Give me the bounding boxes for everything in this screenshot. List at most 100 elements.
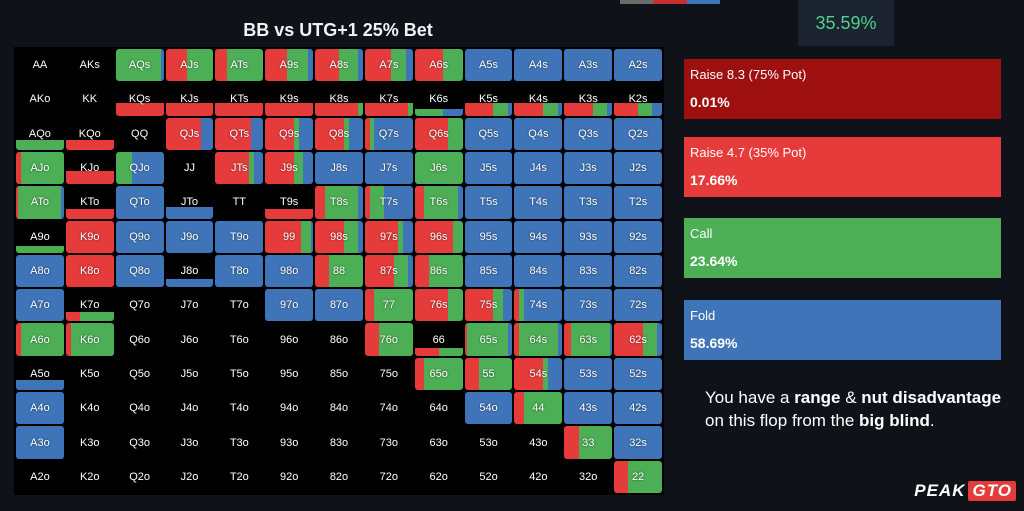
hand-cell-j3o[interactable]: J3o [166, 426, 214, 458]
hand-cell-66[interactable]: 66 [414, 323, 463, 356]
legend-raise-47[interactable]: Raise 4.7 (35% Pot) 17.66% [684, 137, 1001, 197]
hand-cell-k8s[interactable]: K8s [315, 83, 363, 116]
hand-cell-a8o[interactable]: A8o [16, 254, 64, 288]
hand-cell-j3s[interactable]: J3s [564, 151, 613, 185]
hand-cell-qts[interactable]: QTs [215, 117, 264, 150]
hand-cell-t3o[interactable]: T3o [215, 426, 263, 458]
hand-cell-aqo[interactable]: AQo [16, 118, 64, 150]
hand-cell-q3o[interactable]: Q3o [116, 426, 164, 458]
hand-cell-82s[interactable]: 82s [614, 254, 662, 288]
hand-cell-33[interactable]: 33 [564, 426, 613, 459]
hand-cell-q7o[interactable]: Q7o [116, 289, 164, 321]
hand-cell-t3s[interactable]: T3s [564, 186, 613, 219]
hand-cell-tt[interactable]: TT [215, 186, 263, 218]
hand-cell-k5o[interactable]: K5o [66, 358, 114, 390]
hand-cell-a5o[interactable]: A5o [16, 358, 64, 391]
hand-cell-q2o[interactable]: Q2o [116, 461, 164, 493]
hand-cell-86s[interactable]: 86s [414, 254, 463, 288]
hand-cell-t7s[interactable]: T7s [364, 186, 413, 219]
hand-cell-kjo[interactable]: KJo [65, 152, 114, 185]
hand-cell-a6s[interactable]: A6s [414, 49, 463, 82]
hand-cell-aa[interactable]: AA [16, 49, 64, 81]
hand-cell-99[interactable]: 99 [265, 220, 314, 253]
hand-cell-52o[interactable]: 52o [465, 461, 513, 493]
hand-cell-62o[interactable]: 62o [415, 461, 463, 493]
hand-cell-82o[interactable]: 82o [315, 461, 363, 493]
hand-cell-93o[interactable]: 93o [265, 426, 313, 458]
hand-cell-k8o[interactable]: K8o [65, 254, 114, 288]
hand-cell-j9s[interactable]: J9s [265, 151, 314, 185]
hand-cell-aqs[interactable]: AQs [115, 49, 164, 82]
hand-cell-t5s[interactable]: T5s [464, 186, 513, 219]
hand-cell-65s[interactable]: 65s [464, 323, 513, 356]
hand-cell-qjs[interactable]: QJs [165, 117, 214, 150]
hand-cell-aks[interactable]: AKs [66, 49, 114, 81]
hand-cell-a8s[interactable]: A8s [315, 49, 363, 82]
hand-cell-63s[interactable]: 63s [564, 323, 613, 356]
hand-cell-kto[interactable]: KTo [65, 186, 114, 219]
hand-cell-k5s[interactable]: K5s [464, 83, 513, 116]
hand-cell-74o[interactable]: 74o [365, 392, 413, 424]
hand-cell-32s[interactable]: 32s [614, 426, 662, 459]
hand-cell-ats[interactable]: ATs [215, 49, 264, 82]
hand-cell-65o[interactable]: 65o [414, 357, 463, 391]
hand-cell-k2s[interactable]: K2s [614, 83, 662, 116]
hand-cell-97s[interactable]: 97s [364, 220, 413, 253]
hand-cell-72s[interactable]: 72s [614, 289, 662, 322]
hand-cell-44[interactable]: 44 [514, 392, 563, 425]
hand-cell-k9s[interactable]: K9s [265, 83, 314, 116]
hand-cell-q5s[interactable]: Q5s [464, 117, 513, 150]
hand-cell-83o[interactable]: 83o [315, 426, 363, 458]
hand-cell-98o[interactable]: 98o [265, 254, 314, 288]
hand-cell-a4o[interactable]: A4o [16, 392, 64, 425]
hand-cell-42s[interactable]: 42s [614, 392, 662, 425]
hand-cell-kk[interactable]: KK [66, 83, 114, 115]
hand-cell-t8o[interactable]: T8o [215, 254, 264, 288]
hand-cell-95o[interactable]: 95o [265, 358, 313, 390]
hand-cell-q3s[interactable]: Q3s [564, 117, 613, 150]
hand-cell-j5s[interactable]: J5s [464, 151, 513, 185]
hand-cell-86o[interactable]: 86o [315, 323, 363, 355]
hand-cell-j6s[interactable]: J6s [414, 151, 463, 185]
hand-cell-q7s[interactable]: Q7s [364, 117, 413, 150]
hand-cell-83s[interactable]: 83s [564, 254, 613, 288]
hand-cell-jts[interactable]: JTs [215, 151, 264, 185]
hand-cell-a2o[interactable]: A2o [16, 461, 64, 493]
hand-cell-54o[interactable]: 54o [464, 392, 513, 425]
hand-cell-87o[interactable]: 87o [315, 289, 363, 322]
hand-cell-qq[interactable]: QQ [116, 118, 164, 150]
hand-cell-t6o[interactable]: T6o [215, 323, 263, 355]
hand-cell-kjs[interactable]: KJs [165, 83, 214, 116]
hand-cell-q4o[interactable]: Q4o [116, 392, 164, 424]
hand-cell-q2s[interactable]: Q2s [614, 117, 662, 150]
hand-cell-t2o[interactable]: T2o [215, 461, 263, 493]
hand-cell-77[interactable]: 77 [364, 289, 413, 322]
hand-cell-a3s[interactable]: A3s [564, 49, 613, 82]
hand-cell-a4s[interactable]: A4s [514, 49, 563, 82]
hand-cell-84s[interactable]: 84s [514, 254, 563, 288]
hand-cell-t2s[interactable]: T2s [614, 186, 662, 219]
hand-cell-k6o[interactable]: K6o [65, 323, 114, 356]
hand-cell-qjo[interactable]: QJo [115, 151, 164, 185]
hand-cell-k3s[interactable]: K3s [564, 83, 613, 116]
hand-cell-kqs[interactable]: KQs [115, 83, 164, 116]
hand-cell-t5o[interactable]: T5o [215, 358, 263, 390]
hand-cell-jj[interactable]: JJ [166, 152, 214, 184]
hand-cell-32o[interactable]: 32o [564, 461, 612, 493]
hand-cell-76o[interactable]: 76o [364, 323, 413, 356]
hand-cell-98s[interactable]: 98s [315, 220, 363, 253]
hand-cell-j5o[interactable]: J5o [166, 358, 214, 390]
hand-cell-93s[interactable]: 93s [564, 220, 613, 253]
hand-cell-j8s[interactable]: J8s [315, 151, 363, 185]
hand-cell-73o[interactable]: 73o [365, 426, 413, 458]
hand-cell-85o[interactable]: 85o [315, 358, 363, 390]
hand-cell-q8o[interactable]: Q8o [115, 254, 164, 288]
hand-cell-q9s[interactable]: Q9s [265, 117, 314, 150]
hand-cell-75s[interactable]: 75s [464, 289, 513, 322]
hand-cell-k4o[interactable]: K4o [66, 392, 114, 424]
hand-cell-94o[interactable]: 94o [265, 392, 313, 424]
hand-cell-j4s[interactable]: J4s [514, 151, 563, 185]
hand-cell-a2s[interactable]: A2s [614, 49, 662, 82]
hand-cell-a6o[interactable]: A6o [16, 323, 64, 356]
hand-cell-43o[interactable]: 43o [514, 426, 562, 458]
